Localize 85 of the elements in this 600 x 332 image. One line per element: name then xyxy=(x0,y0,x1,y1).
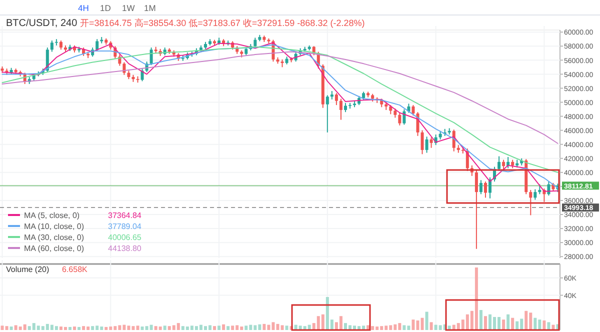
bar xyxy=(402,325,406,330)
bar xyxy=(54,326,58,330)
bar xyxy=(516,321,519,330)
text: 1M xyxy=(144,3,156,13)
candlestick xyxy=(488,176,492,199)
text: 4H xyxy=(78,3,89,13)
candlestick xyxy=(479,180,482,195)
text: 1W xyxy=(122,3,135,13)
candlestick xyxy=(498,156,501,172)
bar xyxy=(73,326,76,330)
bar xyxy=(511,318,514,330)
annotation: 44138.80 xyxy=(108,244,142,253)
bar xyxy=(474,267,478,330)
bar xyxy=(10,326,13,330)
bar xyxy=(82,326,86,330)
bar xyxy=(218,326,221,330)
candlestick xyxy=(326,94,329,133)
bar xyxy=(547,322,550,330)
annotation: 6.658K xyxy=(62,265,88,274)
bar xyxy=(506,314,510,330)
bar xyxy=(425,312,428,330)
candlestick xyxy=(59,40,62,50)
candlestick xyxy=(529,189,532,216)
candlestick xyxy=(420,130,424,155)
bar xyxy=(64,326,67,330)
candlestick xyxy=(430,136,433,148)
bar xyxy=(285,326,288,330)
candlestick xyxy=(402,108,406,126)
bar xyxy=(321,314,324,330)
candlestick xyxy=(425,136,428,154)
bar xyxy=(5,326,8,330)
chart-title: BTC/USDT, 240 xyxy=(6,18,78,29)
candlestick xyxy=(502,159,506,170)
bar xyxy=(78,326,81,330)
bar xyxy=(484,316,487,330)
bar xyxy=(244,326,248,330)
annotation: 37364.84 xyxy=(108,211,142,220)
bar xyxy=(158,326,162,330)
bar xyxy=(430,322,433,330)
bar xyxy=(262,324,266,330)
bar xyxy=(339,316,342,330)
candlestick xyxy=(534,188,537,200)
annotation: 37789.04 xyxy=(108,222,142,231)
bar xyxy=(68,326,72,330)
candlestick xyxy=(344,102,347,113)
bar xyxy=(222,324,226,330)
bar xyxy=(438,325,442,330)
text: 1D xyxy=(100,3,111,13)
candlestick xyxy=(394,108,397,118)
bar xyxy=(176,323,180,330)
chart-subtitle: 开=38164.75 高=38554.30 低=37183.67 收=37291.59 -868.32 (-2.28%) xyxy=(80,18,365,28)
candlestick xyxy=(140,68,144,82)
candlestick xyxy=(50,40,54,52)
bar xyxy=(542,320,546,330)
candlestick xyxy=(538,184,542,195)
candlestick xyxy=(254,37,257,48)
legend-label: MA (5, close, 0) xyxy=(24,211,80,220)
bar xyxy=(104,326,108,330)
chart-title: Volume (20) xyxy=(6,265,50,274)
bar xyxy=(226,326,230,330)
candlestick xyxy=(398,112,402,126)
candlestick xyxy=(474,170,478,250)
bar xyxy=(23,324,26,330)
bar xyxy=(163,326,166,330)
bar xyxy=(231,326,234,330)
candlestick xyxy=(150,47,153,66)
bar xyxy=(213,326,216,330)
bar xyxy=(150,324,153,330)
legend-label: MA (60, close, 0) xyxy=(24,244,84,253)
bar xyxy=(479,310,482,330)
legend-label: MA (30, close, 0) xyxy=(24,233,84,242)
candlestick xyxy=(339,98,342,120)
bar xyxy=(502,320,506,330)
bar xyxy=(280,325,284,330)
bar xyxy=(524,310,528,330)
candlestick xyxy=(334,92,338,106)
bar xyxy=(412,320,415,330)
bar xyxy=(420,318,424,330)
candlestick xyxy=(412,104,415,116)
annotation: 40006.65 xyxy=(108,233,142,242)
candlestick xyxy=(122,62,126,76)
bar xyxy=(534,318,537,330)
bar xyxy=(91,326,94,330)
candlestick xyxy=(484,181,487,198)
legend-label: MA (10, close, 0) xyxy=(24,222,84,231)
